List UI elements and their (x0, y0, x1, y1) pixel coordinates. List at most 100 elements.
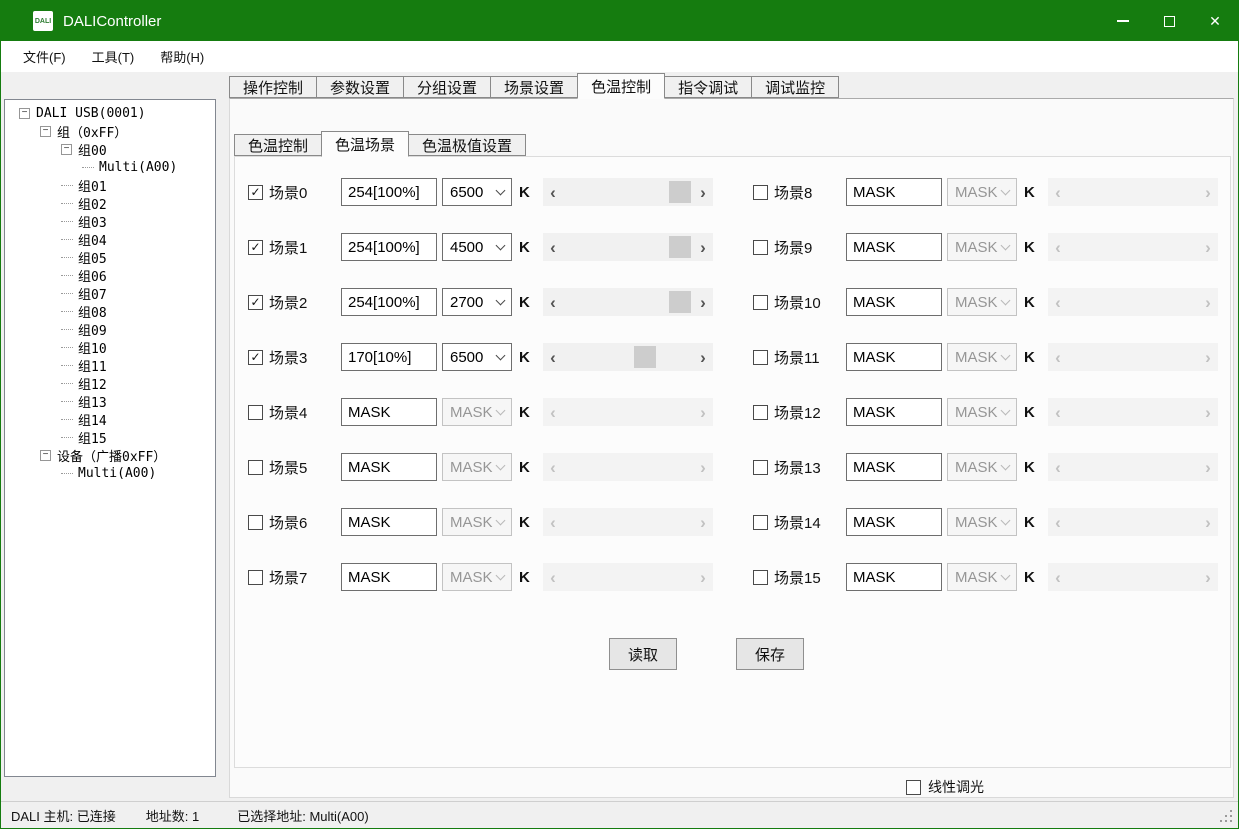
scroll-left-icon[interactable]: ‹ (550, 567, 556, 587)
scene-cct-select[interactable]: MASK (442, 453, 512, 481)
scrollbar-track[interactable] (563, 343, 693, 371)
scene-cct-select[interactable]: MASK (947, 288, 1017, 316)
scene-level-input[interactable] (846, 178, 942, 206)
scroll-left-icon[interactable]: ‹ (550, 347, 556, 367)
tree-item[interactable]: − DALI USB(0001) (5, 104, 215, 122)
scroll-right-icon[interactable]: › (1205, 567, 1211, 587)
scene-cct-select[interactable]: 6500 (442, 178, 512, 206)
scrollbar-track[interactable] (563, 563, 693, 591)
scrollbar-track[interactable] (563, 288, 693, 316)
scrollbar-track[interactable] (1068, 508, 1198, 536)
scroll-right-icon[interactable]: › (1205, 347, 1211, 367)
maximize-button[interactable] (1146, 1, 1192, 41)
tree-item[interactable]: 组11 (5, 356, 215, 375)
scroll-right-icon[interactable]: › (1205, 292, 1211, 312)
scene-cct-scrollbar[interactable]: ‹ › (543, 343, 713, 371)
scene-cct-select[interactable]: MASK (442, 508, 512, 536)
scroll-left-icon[interactable]: ‹ (550, 512, 556, 532)
scene-checkbox[interactable] (753, 239, 768, 255)
scroll-left-icon[interactable]: ‹ (1055, 347, 1061, 367)
scrollbar-track[interactable] (1068, 398, 1198, 426)
scrollbar-track[interactable] (563, 178, 693, 206)
scene-cct-select[interactable]: MASK (947, 343, 1017, 371)
scroll-right-icon[interactable]: › (700, 567, 706, 587)
scrollbar-thumb[interactable] (634, 346, 657, 368)
scroll-right-icon[interactable]: › (700, 347, 706, 367)
scene-cct-scrollbar[interactable]: ‹ › (1048, 453, 1218, 481)
tree-item[interactable]: 组06 (5, 266, 215, 285)
scroll-left-icon[interactable]: ‹ (550, 182, 556, 202)
tree-item[interactable]: 组07 (5, 284, 215, 303)
tree-item[interactable]: 组13 (5, 392, 215, 411)
tree-item[interactable]: 组14 (5, 410, 215, 429)
scene-checkbox[interactable] (248, 514, 263, 530)
scene-cct-scrollbar[interactable]: ‹ › (1048, 398, 1218, 426)
scene-checkbox[interactable] (248, 459, 263, 475)
scroll-left-icon[interactable]: ‹ (1055, 292, 1061, 312)
tab-参数设置[interactable]: 参数设置 (316, 76, 405, 98)
tree-item[interactable]: 组01 (5, 176, 215, 195)
tree-expander-icon[interactable]: − (61, 143, 72, 155)
scene-cct-scrollbar[interactable]: ‹ › (1048, 288, 1218, 316)
scroll-right-icon[interactable]: › (1205, 457, 1211, 477)
scene-level-input[interactable] (341, 398, 437, 426)
scene-level-input[interactable] (846, 288, 942, 316)
scene-level-input[interactable] (846, 343, 942, 371)
scrollbar-track[interactable] (1068, 233, 1198, 261)
tree-item[interactable]: Multi(A00) (5, 158, 215, 176)
scene-level-input[interactable] (341, 288, 437, 316)
scene-checkbox[interactable]: ✓ (248, 239, 263, 255)
scene-cct-scrollbar[interactable]: ‹ › (1048, 233, 1218, 261)
tree-item[interactable]: 组09 (5, 320, 215, 339)
tree-expander-icon[interactable]: − (40, 449, 51, 461)
scroll-right-icon[interactable]: › (1205, 402, 1211, 422)
tree-item[interactable]: 组12 (5, 374, 215, 393)
scene-cct-scrollbar[interactable]: ‹ › (1048, 508, 1218, 536)
tree-item[interactable]: Multi(A00) (5, 464, 215, 482)
scene-level-input[interactable] (341, 563, 437, 591)
scroll-left-icon[interactable]: ‹ (1055, 237, 1061, 257)
scene-cct-select[interactable]: 2700 (442, 288, 512, 316)
scene-cct-select[interactable]: MASK (947, 453, 1017, 481)
scroll-left-icon[interactable]: ‹ (1055, 457, 1061, 477)
scene-checkbox[interactable] (248, 404, 263, 420)
scrollbar-track[interactable] (563, 508, 693, 536)
scrollbar-thumb[interactable] (668, 236, 691, 258)
tab-操作控制[interactable]: 操作控制 (229, 76, 318, 98)
scene-level-input[interactable] (846, 508, 942, 536)
scene-cct-select[interactable]: 4500 (442, 233, 512, 261)
scene-cct-scrollbar[interactable]: ‹ › (543, 398, 713, 426)
tree-expander-icon[interactable]: − (19, 107, 30, 119)
scroll-left-icon[interactable]: ‹ (550, 402, 556, 422)
menu-item[interactable]: 帮助(H) (147, 41, 217, 72)
scene-cct-scrollbar[interactable]: ‹ › (1048, 343, 1218, 371)
scene-level-input[interactable] (341, 178, 437, 206)
scene-level-input[interactable] (846, 233, 942, 261)
scene-cct-scrollbar[interactable]: ‹ › (543, 563, 713, 591)
close-button[interactable]: ✕ (1192, 1, 1238, 41)
titlebar[interactable]: DALI DALIController ✕ (1, 1, 1238, 41)
scroll-left-icon[interactable]: ‹ (550, 237, 556, 257)
scene-cct-select[interactable]: MASK (442, 398, 512, 426)
scene-checkbox[interactable] (753, 404, 768, 420)
scroll-right-icon[interactable]: › (700, 182, 706, 202)
scene-cct-select[interactable]: MASK (947, 178, 1017, 206)
tree-item[interactable]: 组02 (5, 194, 215, 213)
scene-checkbox[interactable] (248, 569, 263, 585)
scene-level-input[interactable] (341, 453, 437, 481)
scene-cct-scrollbar[interactable]: ‹ › (543, 233, 713, 261)
scene-checkbox[interactable] (753, 184, 768, 200)
minimize-button[interactable] (1100, 1, 1146, 41)
scene-cct-select[interactable]: MASK (947, 508, 1017, 536)
resize-grip-icon[interactable] (1219, 809, 1233, 823)
tree-item[interactable]: − 组（0xFF） (5, 122, 215, 141)
tree-item[interactable]: 组04 (5, 230, 215, 249)
tree-item[interactable]: 组08 (5, 302, 215, 321)
scene-cct-scrollbar[interactable]: ‹ › (543, 288, 713, 316)
scene-level-input[interactable] (846, 398, 942, 426)
scene-cct-select[interactable]: 6500 (442, 343, 512, 371)
scroll-left-icon[interactable]: ‹ (1055, 512, 1061, 532)
tree-item[interactable]: − 设备（广播0xFF） (5, 446, 215, 465)
tree-expander-icon[interactable]: − (40, 125, 51, 137)
scene-cct-select[interactable]: MASK (947, 563, 1017, 591)
